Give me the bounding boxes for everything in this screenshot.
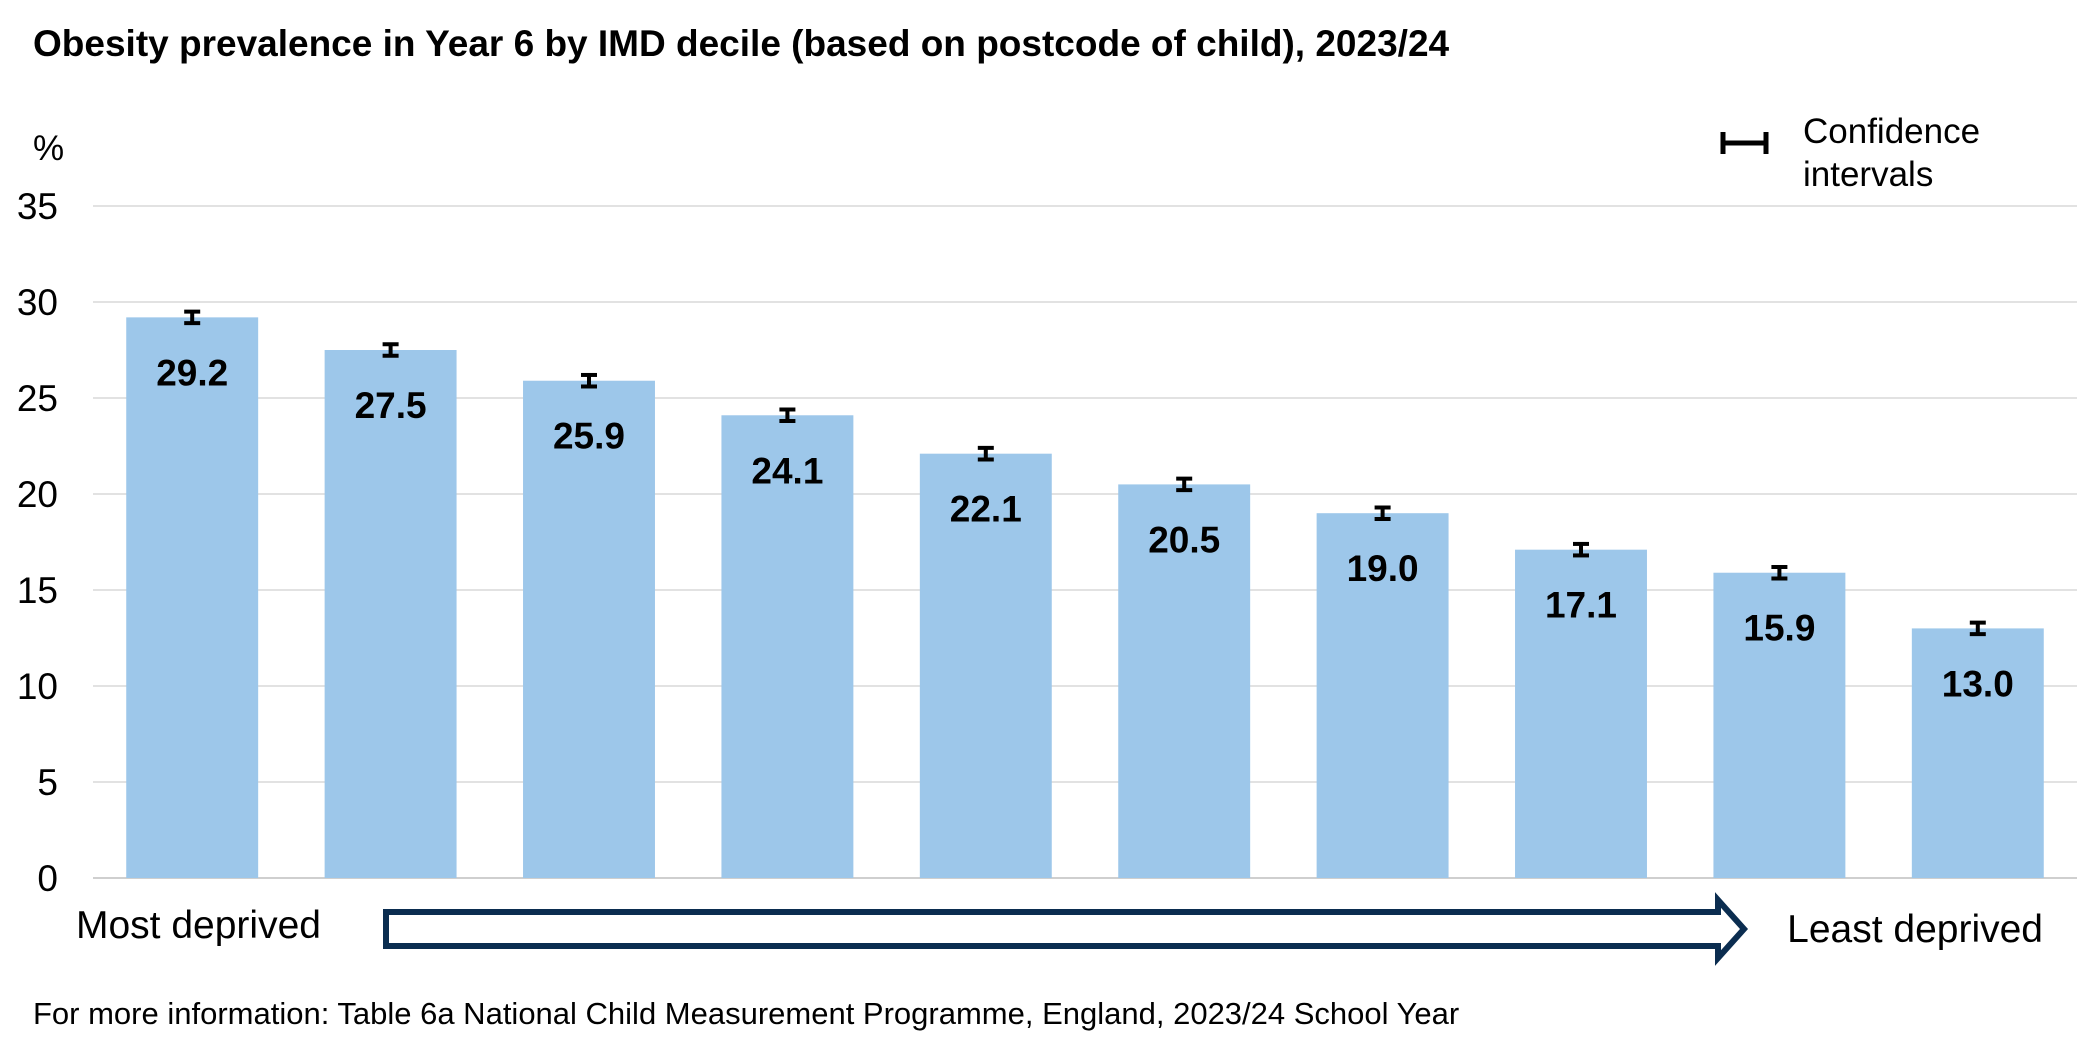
data-label-5: 22.1: [950, 489, 1022, 530]
most-deprived-label: Most deprived: [76, 904, 321, 947]
y-tick-label-35: 35: [17, 186, 58, 227]
error-bar-4: [779, 407, 796, 424]
error-bars: [184, 309, 1986, 637]
error-bar-5: [977, 445, 994, 462]
y-tick-label-10: 10: [17, 666, 58, 707]
y-tick-label-20: 20: [17, 474, 58, 515]
y-tick-label-5: 5: [37, 762, 58, 803]
data-label-2: 27.5: [355, 385, 427, 426]
y-tick-label-15: 15: [17, 570, 58, 611]
y-axis-unit-label: %: [33, 129, 64, 168]
bars: [126, 317, 2044, 878]
data-label-9: 15.9: [1743, 608, 1815, 649]
data-label-8: 17.1: [1545, 585, 1617, 626]
bar-10: [1911, 628, 2044, 878]
error-bar-7: [1374, 505, 1391, 521]
bar-5: [919, 453, 1052, 878]
error-bar-10: [1969, 620, 1986, 637]
y-tick-label-25: 25: [17, 378, 58, 419]
error-bar-1: [184, 309, 201, 326]
data-labels: 29.2 27.5 25.9 24.1 22.1 20.5 19.0 17.1 15.9 13.0: [156, 352, 2014, 704]
data-label-3: 25.9: [553, 416, 625, 457]
error-bar-8: [1573, 541, 1589, 558]
footnote: For more information: Table 6a National …: [33, 996, 1459, 1031]
bar-4: [721, 415, 854, 878]
legend-label-line1: Confidence: [1803, 112, 1980, 151]
least-deprived-label: Least deprived: [1787, 908, 2043, 951]
data-label-6: 20.5: [1148, 519, 1220, 560]
data-label-4: 24.1: [751, 450, 823, 491]
chart-title: Obesity prevalence in Year 6 by IMD deci…: [33, 23, 1450, 64]
bar-3: [523, 380, 655, 878]
error-bar-2: [382, 342, 399, 358]
deprivation-arrow: [383, 892, 1749, 966]
data-label-1: 29.2: [156, 352, 228, 393]
error-bar-9: [1771, 564, 1788, 581]
legend-label-line2: intervals: [1803, 155, 1933, 194]
y-tick-label-30: 30: [17, 282, 58, 323]
legend-confidence-interval-icon: [1720, 132, 1769, 154]
bar-1: [126, 317, 259, 878]
bar-8: [1515, 549, 1647, 878]
bar-7: [1316, 513, 1449, 878]
bar-9: [1713, 572, 1846, 878]
error-bar-6: [1176, 476, 1193, 493]
data-label-7: 19.0: [1347, 548, 1419, 589]
legend: Confidence intervals: [1720, 112, 1980, 194]
y-tick-label-0: 0: [37, 858, 58, 899]
y-axis-ticks: 0 5 10 15 20 25 30 35: [17, 186, 58, 899]
bar-2: [324, 350, 457, 878]
error-bar-3: [581, 372, 597, 389]
data-label-10: 13.0: [1942, 663, 2014, 704]
bar-6: [1118, 484, 1251, 878]
